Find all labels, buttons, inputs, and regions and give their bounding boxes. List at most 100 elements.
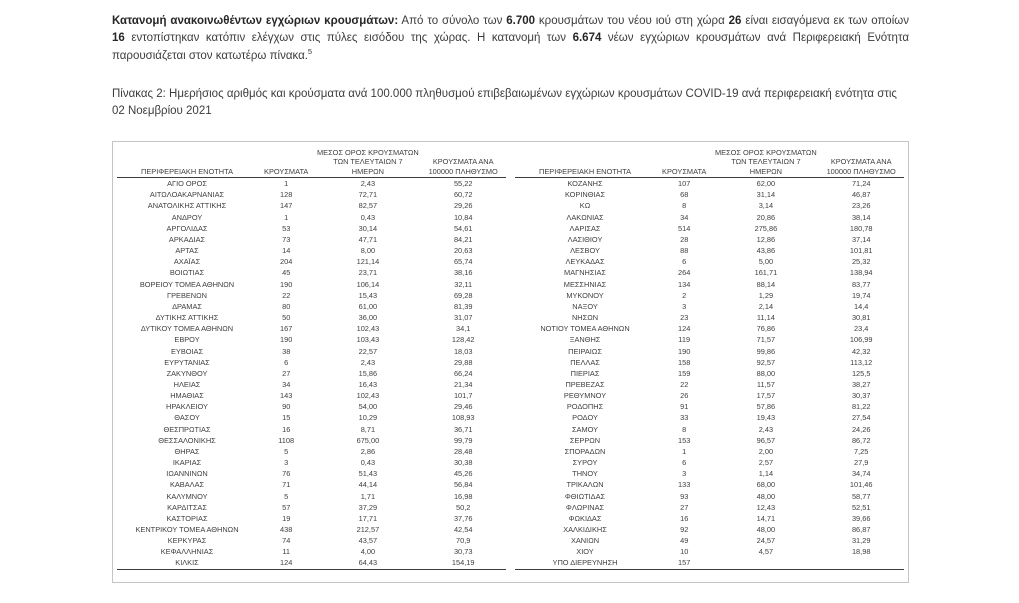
table-cell: 57 bbox=[282, 502, 291, 512]
table-cell: 44,14 bbox=[358, 480, 378, 490]
table-cell: 43,86 bbox=[756, 246, 776, 256]
table-cell: ΗΜΑΘΙΑΣ bbox=[170, 391, 204, 401]
table-cell: ΛΑΡΙΣΑΣ bbox=[569, 223, 601, 233]
table-cell: 50,2 bbox=[456, 502, 471, 512]
table-cell: 1108 bbox=[278, 435, 295, 445]
table-cell: 153 bbox=[678, 435, 691, 445]
table-cell: 20,86 bbox=[756, 212, 776, 222]
table-cell: ΚΑΛΥΜΝΟΥ bbox=[166, 491, 208, 501]
table-row: ΦΘΙΩΤΙΔΑΣ 93 48,00 58,77 bbox=[515, 491, 904, 502]
table-cell: 38,16 bbox=[453, 268, 473, 278]
table-row: ΑΡΤΑΣ 14 8,00 20,63 bbox=[117, 245, 506, 256]
table-cell: 0,43 bbox=[360, 212, 376, 222]
table-cell: 48,00 bbox=[756, 491, 776, 501]
table-cell: 101,81 bbox=[849, 246, 873, 256]
report-page: Κατανομή ανακοινωθέντων εγχώριων κρουσμά… bbox=[112, 9, 909, 583]
intro-text-segment: είναι εισαγόμενα εκ των οποίων bbox=[741, 15, 909, 27]
table-cell: ΑΡΚΑΔΙΑΣ bbox=[168, 234, 206, 244]
table-row: ΗΡΑΚΛΕΙΟΥ 90 54,00 29,46 bbox=[117, 401, 506, 412]
table-cell: 31,29 bbox=[851, 536, 871, 546]
table-row: ΥΠΟ ΔΙΕΡΕΥΝΗΣΗ 157 bbox=[515, 557, 904, 570]
table-cell: ΑΡΓΟΛΙΔΑΣ bbox=[166, 223, 208, 233]
table-cell: ΘΗΡΑΣ bbox=[174, 446, 200, 456]
table-row: ΑΓΙΟ ΟΡΟΣ 1 2,43 55,22 bbox=[117, 178, 506, 190]
table-cell: 103,43 bbox=[356, 335, 380, 345]
table-cell: 15,43 bbox=[358, 290, 378, 300]
table-cell: ΣΕΡΡΩΝ bbox=[569, 435, 601, 445]
table-row: ΛΕΥΚΑΔΑΣ 6 5,00 25,32 bbox=[515, 256, 904, 267]
table-cell: ΚΟΖΑΝΗΣ bbox=[567, 179, 603, 189]
table-row: ΧΑΝΙΩΝ 49 24,57 31,29 bbox=[515, 535, 904, 546]
table-row: ΧΙΟΥ 10 4,57 18,98 bbox=[515, 546, 904, 557]
table-cell: ΝΑΞΟΥ bbox=[572, 301, 598, 311]
table-row: ΜΕΣΣΗΝΙΑΣ 134 88,14 83,77 bbox=[515, 279, 904, 290]
table-cell: ΡΟΔΟΥ bbox=[572, 413, 598, 423]
table-row: ΑΙΤΩΛΟΑΚΑΡΝΑΝΙΑΣ 128 72,71 60,72 bbox=[117, 189, 506, 200]
table-row: ΙΩΑΝΝΙΝΩΝ 76 51,43 45,26 bbox=[117, 468, 506, 479]
table-cell: 96,57 bbox=[756, 435, 776, 445]
table-cell: 66,24 bbox=[453, 368, 473, 378]
table-cell: ΚΑΒΑΛΑΣ bbox=[169, 480, 205, 490]
table-cell: 5 bbox=[284, 446, 289, 456]
table-cell: 23,4 bbox=[854, 324, 869, 334]
table-cell: ΚΕΝΤΡΙΚΟΥ ΤΟΜΕΑ ΑΘΗΝΩΝ bbox=[135, 525, 239, 534]
table-cell: ΥΠΟ ΔΙΕΡΕΥΝΗΣΗ bbox=[515, 557, 656, 570]
table-cell: 69,28 bbox=[453, 290, 473, 300]
table-cell: 143 bbox=[280, 391, 293, 401]
table-cell: 54,00 bbox=[358, 402, 378, 412]
table-cell: 2,43 bbox=[360, 357, 376, 367]
table-cell: ΚΕΡΚΥΡΑΣ bbox=[167, 536, 207, 546]
table-cell: 92 bbox=[680, 525, 689, 534]
table-row: ΔΡΑΜΑΣ 80 61,00 81,39 bbox=[117, 301, 506, 312]
table-row: ΣΠΟΡΑΔΩΝ 1 2,00 7,25 bbox=[515, 446, 904, 457]
table-cell: 88,00 bbox=[756, 368, 776, 378]
table-cell: 74 bbox=[282, 536, 291, 546]
table-cell: 6 bbox=[682, 458, 687, 468]
table-row: ΠΕΙΡΑΙΩΣ 190 99,86 42,32 bbox=[515, 346, 904, 357]
table-cell: ΓΡΕΒΕΝΩΝ bbox=[167, 290, 208, 300]
table-row: ΣΥΡΟΥ 6 2,57 27,9 bbox=[515, 457, 904, 468]
table-cell: ΦΛΩΡΙΝΑΣ bbox=[565, 502, 605, 512]
table-cell: 102,43 bbox=[356, 324, 380, 334]
table-cell: 3 bbox=[284, 458, 289, 468]
table-cell: ΘΕΣΠΡΩΤΙΑΣ bbox=[163, 424, 211, 434]
table-row: ΛΑΣΙΘΙΟΥ 28 12,86 37,14 bbox=[515, 234, 904, 245]
table-cell: 83,77 bbox=[851, 279, 871, 289]
table-cell: 124 bbox=[257, 557, 316, 570]
table-cell: 60,72 bbox=[453, 190, 473, 200]
table-row: ΚΕΡΚΥΡΑΣ 74 43,57 70,9 bbox=[117, 535, 506, 546]
table-caption: Πίνακας 2: Ημερήσιος αριθμός και κρούσμα… bbox=[112, 88, 897, 118]
table-cell: ΣΠΟΡΑΔΩΝ bbox=[564, 446, 606, 456]
table-cell: 14,71 bbox=[756, 513, 776, 523]
table-cell: ΜΑΓΝΗΣΙΑΣ bbox=[564, 268, 606, 278]
stat-imported-cases: 26 bbox=[728, 15, 742, 27]
table-cell: 19,43 bbox=[756, 413, 776, 423]
table-cell: 159 bbox=[678, 368, 691, 378]
table-cell: 27 bbox=[282, 368, 291, 378]
table-cell: 39,66 bbox=[851, 513, 871, 523]
table-cell: ΛΕΥΚΑΔΑΣ bbox=[565, 257, 605, 267]
table-row: ΕΥΒΟΙΑΣ 38 22,57 18,03 bbox=[117, 346, 506, 357]
table-cell: 19,74 bbox=[851, 290, 871, 300]
table-cell: 88 bbox=[680, 246, 689, 256]
table-cell: 65,74 bbox=[453, 257, 473, 267]
table-cell: 2,00 bbox=[758, 446, 774, 456]
table-cell: 46,87 bbox=[851, 190, 871, 200]
table-cell: 190 bbox=[280, 279, 293, 289]
table-cell: 24,26 bbox=[851, 424, 871, 434]
table-cell: 23,26 bbox=[851, 201, 871, 211]
table-row: ΤΡΙΚΑΛΩΝ 133 68,00 101,46 bbox=[515, 479, 904, 490]
table-cell: 12,43 bbox=[756, 502, 776, 512]
table-cell: ΕΒΡΟΥ bbox=[174, 335, 200, 345]
table-cell: ΘΑΣΟΥ bbox=[174, 413, 200, 423]
table-cell: ΙΚΑΡΙΑΣ bbox=[172, 458, 202, 468]
table-cell: 190 bbox=[280, 335, 293, 345]
table-row: ΚΟΡΙΝΘΙΑΣ 68 31,14 46,87 bbox=[515, 189, 904, 200]
table-cell: 71,24 bbox=[851, 179, 871, 189]
table-cell bbox=[713, 557, 819, 570]
table-cell: 19 bbox=[282, 513, 291, 523]
table-row: ΕΒΡΟΥ 190 103,43 128,42 bbox=[117, 334, 506, 345]
table-cell: 147 bbox=[280, 201, 293, 211]
table-cell: ΚΑΡΔΙΤΣΑΣ bbox=[167, 502, 207, 512]
table-cell: 11,14 bbox=[756, 313, 775, 323]
